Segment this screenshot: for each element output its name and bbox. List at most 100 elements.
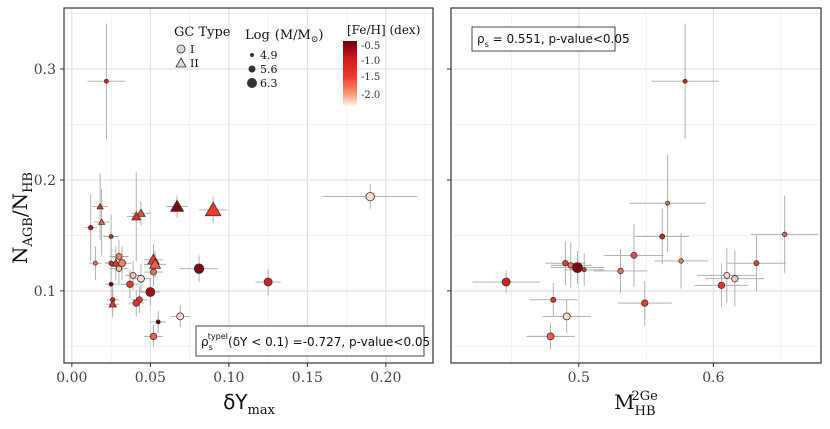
left-panel: 0.00 0.05 0.10 0.15 0.20 0.10.20.3 NAGB/NHB … [8, 7, 434, 418]
data-point-type-i [155, 319, 161, 325]
data-point-type-i [659, 233, 666, 240]
data-point-type-ii [96, 202, 104, 210]
legend-mass-title: Log (M/M⊙) [245, 28, 323, 45]
left-y-tick-label: 0.1 [34, 284, 56, 300]
right-annotation: ρs = 0.551, p-value<0.05 [471, 26, 630, 52]
left-plot-frame [63, 7, 434, 364]
left-x-tick-labels: 0.00 0.05 0.10 0.15 0.20 [56, 370, 401, 386]
left-grid [64, 8, 433, 363]
data-point-type-i [581, 267, 587, 273]
legend-feh-colorbar [343, 41, 357, 106]
data-point-type-ii [136, 208, 146, 217]
legend-feh-tick-label: -2.0 [361, 90, 380, 101]
data-point-type-i [108, 260, 114, 266]
legend-gc-type-ii-marker [175, 57, 187, 68]
right-x-tick-labels: 0.5 0.6 [568, 370, 725, 386]
data-point-type-i [137, 274, 145, 283]
data-point-type-i [115, 253, 123, 260]
data-point-type-ii [111, 258, 121, 267]
right-plot-background [451, 8, 821, 363]
data-point-type-i [145, 287, 156, 297]
data-point-type-i [88, 225, 94, 231]
legend-gc-type-ii-label: II [190, 57, 199, 70]
right-plot-frame [450, 7, 822, 364]
data-point-type-i [108, 281, 114, 287]
data-point-type-i [118, 259, 126, 268]
data-point-type-i [150, 268, 157, 276]
legend-mass-large-marker [247, 78, 257, 88]
left-x-axis-label: δYmax [223, 390, 276, 418]
left-x-tick-label: 0.15 [292, 370, 323, 386]
data-point-type-ii [169, 199, 185, 212]
legend-feh-tick-label: -0.5 [361, 41, 380, 52]
left-annotation-box [195, 325, 425, 357]
left-y-tick-labels: 0.1 0.2 0.3 [34, 62, 56, 300]
data-point-type-i [501, 277, 511, 287]
data-point-type-i [723, 271, 731, 279]
right-grid [451, 8, 821, 363]
data-point-type-i [630, 251, 638, 259]
data-point-type-i [193, 263, 205, 274]
data-point-type-i [149, 332, 158, 341]
data-point-type-i [641, 299, 649, 307]
data-point-type-i [176, 312, 185, 321]
right-annotation-text: ρs = 0.551, p-value<0.05 [477, 32, 630, 49]
left-y-tick-label: 0.3 [34, 62, 56, 78]
legend-feh-tick-label: -1.5 [361, 72, 380, 83]
right-annotation-box [471, 26, 616, 52]
data-point-type-ii [108, 299, 118, 308]
data-point-type-i [108, 234, 114, 239]
data-point-type-i [103, 78, 109, 84]
data-point-type-i [365, 191, 375, 202]
data-point-type-i [115, 265, 123, 272]
data-point-type-i [717, 281, 726, 289]
left-x-tick-label: 0.00 [56, 370, 87, 386]
data-point-type-i [562, 312, 571, 321]
legend-feh-title: [Fe/H] (dex) [347, 23, 420, 37]
right-x-axis-label: MHB2Ge [614, 389, 658, 419]
right-x-tick-label: 0.6 [702, 370, 724, 386]
data-point-type-i [731, 275, 739, 283]
left-y-tick-label: 0.2 [34, 173, 56, 189]
data-point-type-i [782, 231, 788, 237]
left-points [88, 78, 375, 341]
left-x-tick-label: 0.05 [135, 370, 166, 386]
left-annotation: ρstypeI(δY < 0.1) =-0.727, p-value<0.05 [195, 325, 430, 357]
data-point-type-i [682, 78, 688, 84]
data-point-type-i [572, 262, 583, 273]
legend-mass-small-marker [250, 53, 254, 57]
right-x-tick-label: 0.5 [568, 370, 590, 386]
left-ticks [60, 68, 387, 367]
legend-gc-type-i-label: I [190, 43, 194, 56]
data-point-type-i [562, 260, 569, 267]
right-points [501, 78, 788, 341]
legend-gc-title: GC Type [174, 25, 231, 40]
left-plot-background [64, 8, 433, 363]
data-point-type-i [550, 296, 557, 303]
right-ticks [447, 68, 714, 367]
data-point-type-i [665, 200, 671, 206]
data-point-type-ii [97, 218, 106, 225]
left-x-tick-label: 0.20 [370, 370, 401, 386]
legend-gc-type-i-marker [176, 44, 186, 54]
data-point-type-i [546, 332, 555, 341]
legend-mass-medium-label: 5.6 [260, 63, 278, 76]
data-point-type-i [93, 260, 98, 266]
legend-feh-tick-label: -1.0 [361, 56, 380, 67]
data-point-type-i [678, 258, 684, 264]
data-point-type-ii [131, 211, 142, 221]
data-point-type-i [126, 280, 134, 288]
legend-mass-medium-marker [248, 65, 256, 73]
left-y-axis-label: NAGB/NHB [8, 172, 36, 264]
left-annotation-text: ρstypeI(δY < 0.1) =-0.727, p-value<0.05 [201, 332, 430, 352]
legend-mass-small-label: 4.9 [260, 49, 278, 62]
data-point-type-i [263, 277, 273, 287]
data-point-type-i [129, 271, 137, 279]
data-point-type-i [617, 267, 624, 275]
data-point-type-ii [148, 258, 162, 269]
data-point-type-i [753, 260, 760, 267]
left-x-tick-label: 0.10 [213, 370, 244, 386]
data-point-type-i [132, 299, 140, 307]
data-point-type-ii [204, 201, 222, 217]
